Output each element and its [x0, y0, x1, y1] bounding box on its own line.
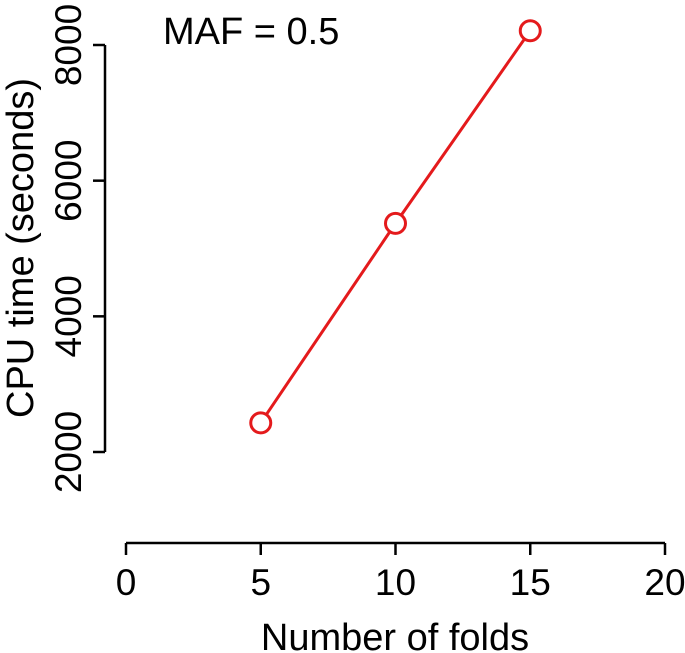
x-tick-label: 20 — [644, 562, 685, 603]
y-axis-ticks: 2000 4000 6000 8000 — [48, 4, 105, 493]
data-point — [249, 411, 273, 435]
y-tick-label: 6000 — [48, 140, 89, 222]
maf-annotation: MAF = 0.5 — [163, 11, 339, 53]
x-tick-label: 15 — [510, 562, 551, 603]
y-tick-label: 2000 — [48, 411, 89, 493]
data-point — [518, 19, 542, 43]
x-tick-label: 0 — [116, 562, 137, 603]
x-tick-label: 5 — [250, 562, 271, 603]
x-axis-title: Number of folds — [261, 617, 529, 653]
y-axis-title: CPU time (seconds) — [0, 78, 42, 418]
series-layer — [249, 19, 542, 435]
x-tick-label: 10 — [375, 562, 416, 603]
data-point — [384, 211, 407, 235]
y-tick-label: 4000 — [48, 275, 89, 357]
y-tick-label: 8000 — [48, 4, 89, 86]
x-axis-ticks: 0 5 10 15 20 — [116, 543, 685, 603]
